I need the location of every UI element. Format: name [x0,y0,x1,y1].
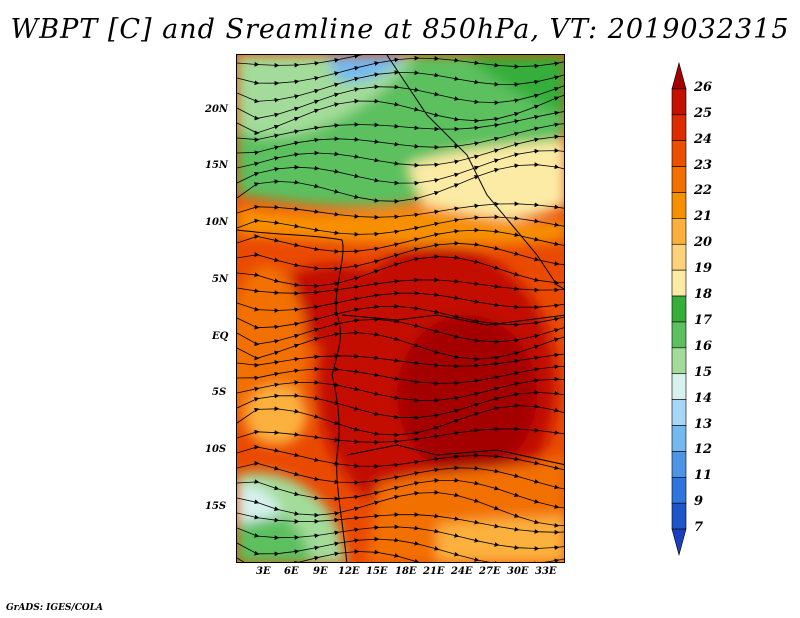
map-panel [236,54,565,563]
colorbar-label: 7 [694,520,704,536]
lat-label: 10S [205,444,227,455]
lon-label: 9E [313,566,328,577]
colorbar-label: 17 [694,312,713,328]
colorbar-label: 9 [694,494,704,510]
streamline [237,330,564,362]
streamline [237,352,564,369]
colorbar-swatch [671,295,687,323]
lon-label: 24E [451,566,473,577]
colorbar-label: 11 [694,468,713,484]
lon-label: 6E [284,566,299,577]
lat-label: 10N [205,217,229,228]
colorbar-label: 19 [694,261,713,277]
colorbar-label: 12 [694,442,713,458]
lon-label: 3E [256,566,271,577]
colorbar-label: 21 [694,209,713,225]
colorbar-label: 13 [694,416,713,432]
colorbar-swatch [671,399,687,426]
colorbar-label: 14 [694,390,713,406]
colorbar-swatch [671,243,687,271]
streamline [237,460,564,490]
streamline [237,549,560,562]
colorbar-swatch [671,373,687,400]
lat-label: EQ [212,331,229,342]
lon-label: 18E [395,566,417,577]
colorbar-label: 23 [694,157,713,173]
colorbar-swatch [671,218,687,245]
colorbar-label: 20 [694,235,713,251]
credit-text: GrADS: IGES/COLA [6,603,104,613]
colorbar-swatch [671,140,687,167]
lat-label: 5S [212,387,227,398]
lon-label: 33E [535,566,557,577]
colorbar-label: 26 [694,79,713,95]
colorbar-label: 18 [694,287,713,303]
lat-label: 15S [205,501,227,512]
colorbar-swatch [671,347,687,375]
lat-label: 5N [212,274,229,285]
lat-label: 15N [205,160,229,171]
colorbar-label: 22 [694,183,713,199]
colorbar-label: 16 [694,338,713,354]
colorbar-swatch [671,477,687,504]
colorbar-swatch [671,425,687,452]
lon-label: 30E [507,566,529,577]
colorbar-swatch [671,321,687,349]
lat-label: 20N [205,104,229,115]
wbpt-field [237,55,564,562]
colorbar-label: 24 [694,131,713,147]
colorbar-swatch [671,502,687,530]
plot-title: WBPT [C] and Sreamline at 850hPa, VT: 20… [10,14,790,45]
lon-label: 15E [366,566,388,577]
colorbar-swatch [671,269,687,297]
colorbar-swatch [671,114,687,141]
lon-label: 21E [423,566,445,577]
colorbar-label: 25 [694,105,713,121]
colorbar-swatch [671,451,687,478]
colorbar-label: 15 [694,364,713,380]
colorbar-swatch [671,166,687,193]
colorbar-swatch [671,192,687,219]
lon-label: 27E [479,566,501,577]
streamline [237,162,564,204]
colorbar-swatch [671,61,687,90]
colorbar-swatch [671,88,687,116]
streamline [237,426,564,445]
colorbar-swatch [671,528,687,557]
lon-label: 12E [338,566,360,577]
